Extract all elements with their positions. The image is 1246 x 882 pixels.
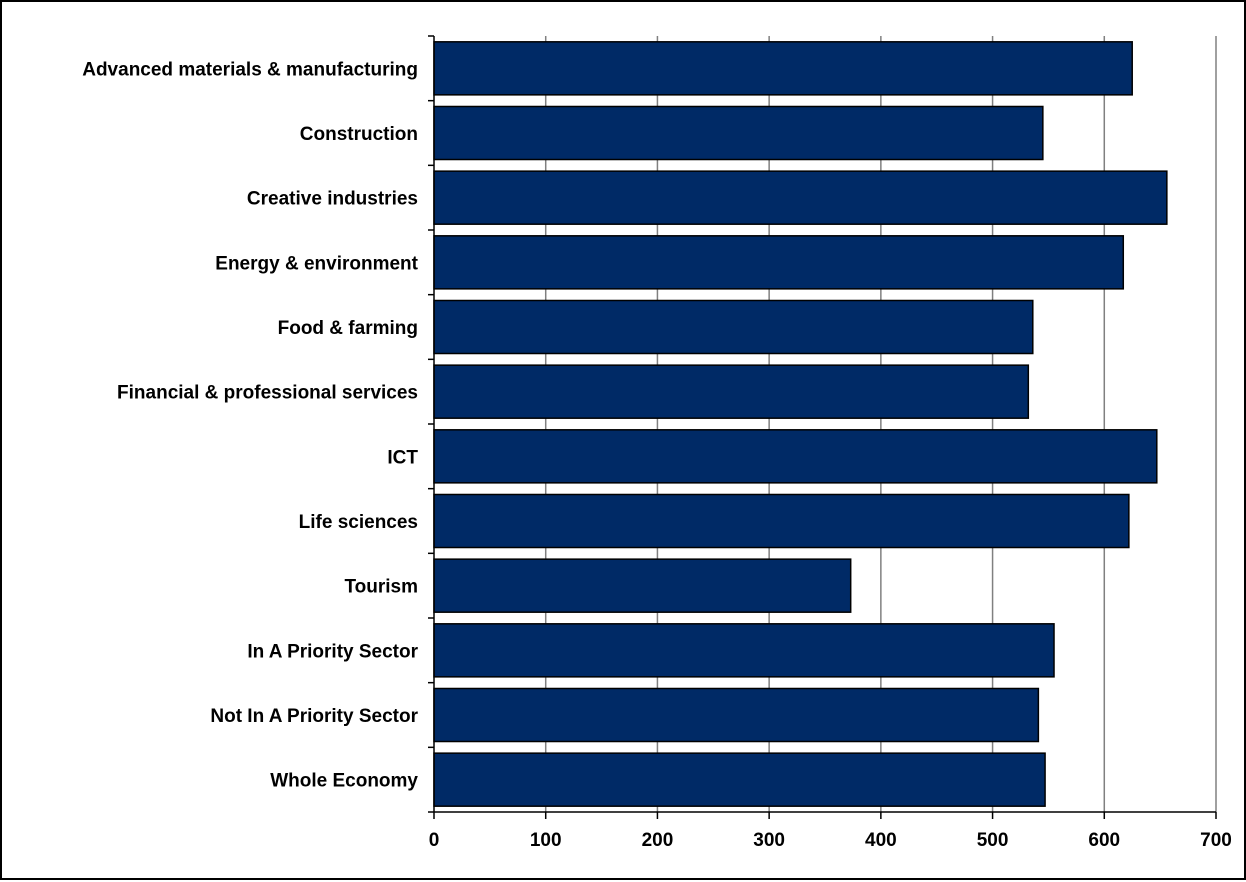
bar xyxy=(433,364,1030,419)
x-tick-label: 100 xyxy=(530,830,562,851)
x-tick-label: 700 xyxy=(1200,830,1232,851)
x-tick-label: 0 xyxy=(429,830,440,851)
category-label: Not In A Priority Sector xyxy=(210,706,418,727)
x-tick-label: 200 xyxy=(642,830,674,851)
category-label: Financial & professional services xyxy=(117,383,418,404)
category-label: Energy & environment xyxy=(215,253,418,274)
category-label: ICT xyxy=(387,447,418,468)
bar xyxy=(433,558,852,613)
category-label: Advanced materials & manufacturing xyxy=(82,59,418,80)
category-label: Life sciences xyxy=(299,512,418,533)
category-label: Whole Economy xyxy=(270,771,418,792)
category-label: Tourism xyxy=(344,577,418,598)
category-label: Food & farming xyxy=(278,318,418,339)
x-tick-label: 500 xyxy=(977,830,1009,851)
category-label: In A Priority Sector xyxy=(247,641,418,662)
x-tick-label: 400 xyxy=(865,830,897,851)
bar xyxy=(433,429,1158,484)
x-tick-label: 600 xyxy=(1088,830,1120,851)
x-tick-label: 300 xyxy=(753,830,785,851)
bar xyxy=(433,623,1055,678)
category-label: Construction xyxy=(300,124,418,145)
bar xyxy=(433,752,1046,807)
bar xyxy=(433,299,1034,355)
bar xyxy=(433,493,1130,549)
bar xyxy=(433,170,1168,225)
category-label: Creative industries xyxy=(247,189,418,210)
bar xyxy=(433,105,1044,161)
bar xyxy=(433,235,1125,290)
bar xyxy=(433,687,1040,743)
bar xyxy=(433,41,1133,96)
